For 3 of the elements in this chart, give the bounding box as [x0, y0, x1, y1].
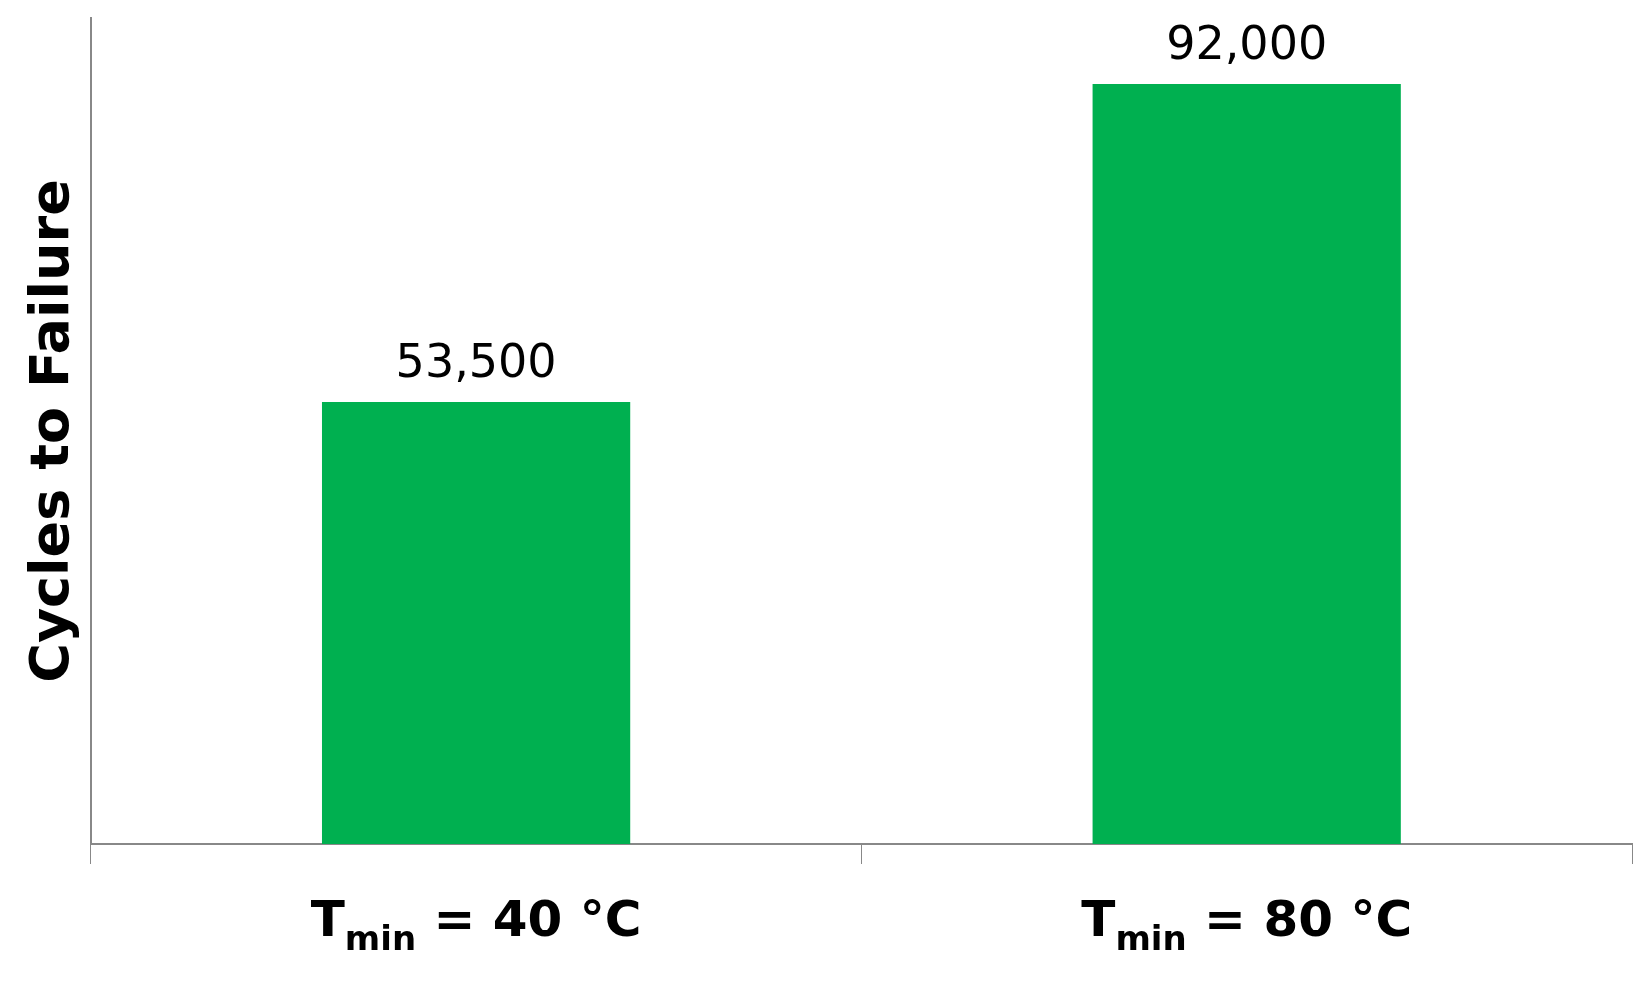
data-label: 53,500 [395, 334, 557, 389]
y-axis-title: Cycles to Failure [18, 179, 82, 683]
data-label: 92,000 [1166, 16, 1328, 71]
